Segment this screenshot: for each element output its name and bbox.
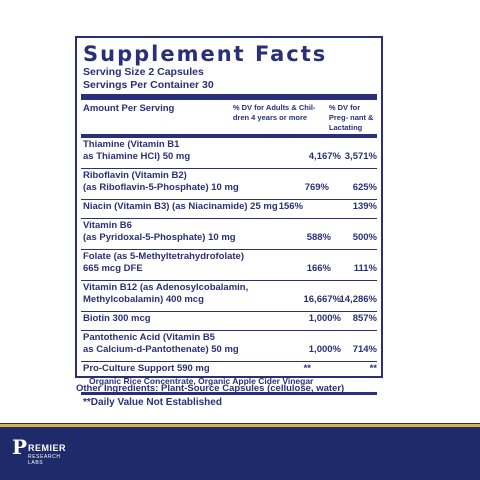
- dv-adults-value: 1,000%: [308, 313, 341, 324]
- brand-tagline: RESEARCH LABS: [28, 454, 61, 466]
- table-row: Thiamine (Vitamin B1 as Thiamine HCl) 50…: [81, 137, 377, 168]
- divider-medium: [81, 134, 377, 137]
- footnote: **Daily Value Not Established: [81, 392, 377, 410]
- footer-stripe: [0, 424, 480, 427]
- brand-name: REMIER: [28, 443, 67, 453]
- row-label: Thiamine (Vitamin B1: [83, 139, 180, 150]
- supplement-facts-panel: Supplement Facts Serving Size 2 Capsules…: [75, 36, 383, 408]
- row-detail: (as Pyridoxal-5-Phosphate) 10 mg: [83, 232, 236, 243]
- dv-adults-value: 588%: [306, 232, 331, 243]
- table-row: Pantothenic Acid (Vitamin B5 as Calcium-…: [81, 330, 377, 361]
- footer-band: [0, 423, 480, 480]
- row-detail: Organic Rice Concentrate, Organic Apple …: [89, 376, 314, 386]
- table-row: Vitamin B6 (as Pyridoxal-5-Phosphate) 10…: [81, 218, 377, 249]
- dv-pregnant-value: 500%: [352, 232, 377, 243]
- dv-pregnant-value: 14,286%: [339, 294, 377, 305]
- servings-per-container: Servings Per Container 30: [83, 79, 214, 91]
- dv-adults-value: **: [303, 363, 311, 374]
- row-label: Vitamin B12 (as Adenosylcobalamin,: [83, 282, 249, 293]
- dv-adults-value: 4,167%: [308, 151, 341, 162]
- row-label: Pantothenic Acid (Vitamin B5: [83, 332, 215, 343]
- table-row: Vitamin B12 (as Adenosylcobalamin, Methy…: [81, 280, 377, 311]
- row-detail: as Thiamine HCl) 50 mg: [83, 151, 191, 162]
- row-label: Folate (as 5-Methyltetrahydrofolate): [83, 251, 244, 262]
- dv-pregnant-value: 3,571%: [344, 151, 377, 162]
- row-label: Pro-Culture Support 590 mg: [83, 363, 210, 374]
- dv-adults-value: 1,000%: [308, 344, 341, 355]
- row-detail: as Calcium-d-Pantothenate) 50 mg: [83, 344, 239, 355]
- brand-logo: P REMIER RESEARCH LABS: [12, 435, 72, 473]
- brand-initial: P: [12, 435, 28, 459]
- table-row: Folate (as 5-Methyltetrahydrofolate) 665…: [81, 249, 377, 280]
- table-row: Riboflavin (Vitamin B2) (as Riboflavin-5…: [81, 168, 377, 199]
- row-label: Biotin 300 mcg: [83, 313, 151, 324]
- serving-size: Serving Size 2 Capsules: [83, 66, 204, 78]
- header-dv-adults: % DV for Adults & Chil- dren 4 years or …: [232, 103, 316, 122]
- dv-pregnant-value: 111%: [353, 263, 377, 274]
- dv-adults-value: 16,667%: [303, 294, 341, 305]
- dv-pregnant-value: 714%: [352, 344, 377, 355]
- row-label: Vitamin B6: [83, 220, 132, 231]
- dv-pregnant-value: 857%: [352, 313, 377, 324]
- dv-pregnant-value: 625%: [352, 182, 377, 193]
- dv-pregnant-value: **: [369, 363, 377, 374]
- table-row: Biotin 300 mcg 1,000% 857%: [81, 311, 377, 330]
- dv-adults-value: 156%: [278, 201, 303, 212]
- header-amount: Amount Per Serving: [83, 103, 175, 114]
- other-ingredients: Other Ingredients: Plant-Source Capsules…: [76, 383, 345, 394]
- header-dv-pregnant: % DV for Preg- nant & Lactating: [328, 103, 374, 132]
- panel-title: Supplement Facts: [83, 42, 328, 66]
- table-row: Niacin (Vitamin B3) (as Niacinamide) 25 …: [81, 199, 377, 218]
- dv-adults-value: 166%: [306, 263, 331, 274]
- dv-adults-value: 769%: [304, 182, 329, 193]
- row-detail: 665 mcg DFE: [83, 263, 143, 274]
- dv-pregnant-value: 139%: [352, 201, 377, 212]
- row-label: Riboflavin (Vitamin B2): [83, 170, 187, 181]
- row-label: Niacin (Vitamin B3) (as Niacinamide) 25 …: [83, 201, 278, 212]
- row-detail: Methylcobalamin) 400 mcg: [83, 294, 204, 305]
- table-row: Pro-Culture Support 590 mg Organic Rice …: [81, 361, 377, 392]
- divider-thick: [81, 94, 377, 100]
- table-header: Amount Per Serving % DV for Adults & Chi…: [81, 100, 377, 134]
- row-detail: (as Riboflavin-5-Phosphate) 10 mg: [83, 182, 239, 193]
